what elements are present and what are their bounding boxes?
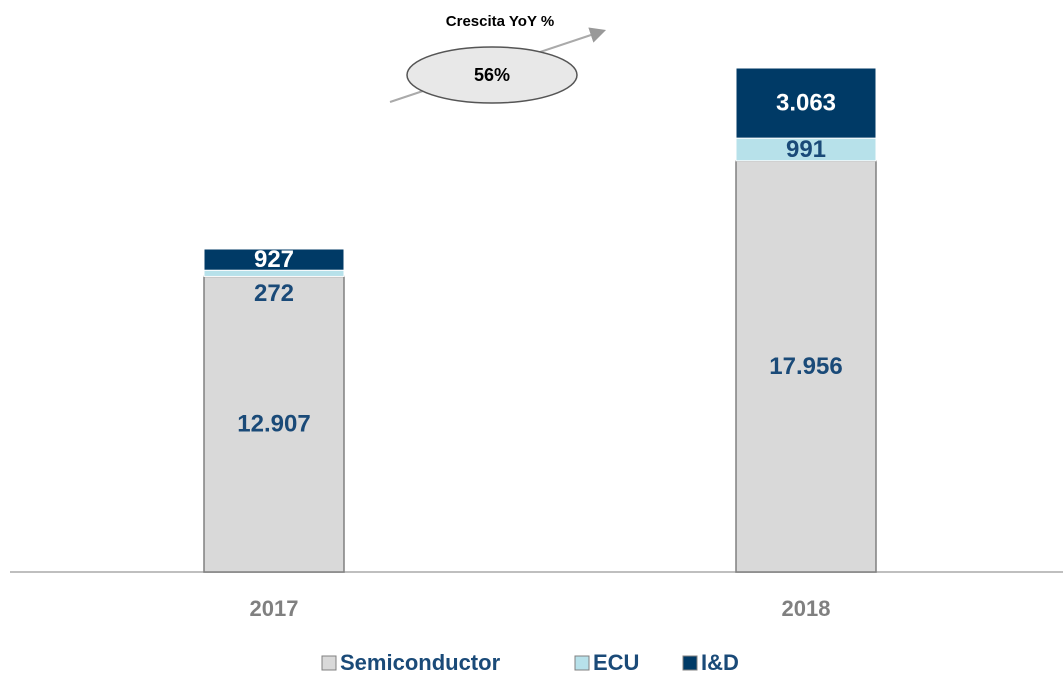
data-label: 3.063: [776, 89, 836, 116]
annotation-text: 56%: [474, 65, 510, 85]
data-label: 272: [254, 280, 294, 307]
legend-swatch: [321, 655, 337, 671]
legend-swatch: [682, 655, 698, 671]
x-tick-label: 2017: [250, 596, 299, 621]
data-label: 991: [786, 136, 826, 163]
annotation-title: Crescita YoY %: [446, 13, 554, 30]
legend-label: ECU: [593, 650, 639, 675]
x-tick-label: 2018: [782, 596, 831, 621]
data-label: 17.956: [769, 353, 842, 380]
legend-swatch: [574, 655, 590, 671]
legend-label: I&D: [701, 650, 739, 675]
growth-bubble: [406, 46, 578, 104]
data-label: 927: [254, 246, 294, 273]
legend-label: Semiconductor: [340, 650, 501, 675]
bar-segment: [735, 67, 877, 139]
bar-segment: [203, 248, 345, 271]
data-label: 12.907: [237, 411, 310, 438]
bar-segment: [203, 275, 345, 573]
bar-segment: [735, 160, 877, 573]
